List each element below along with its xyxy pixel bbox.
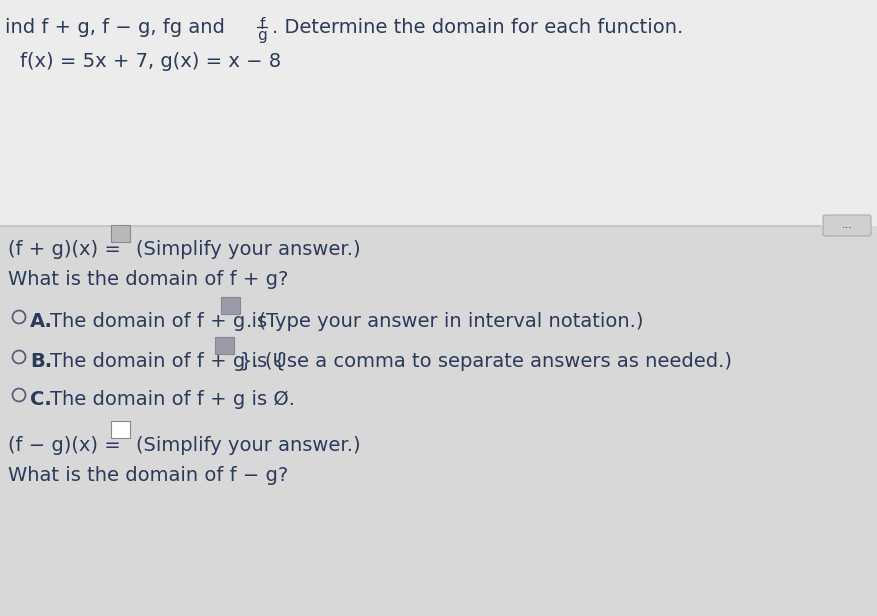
Text: (Simplify your answer.): (Simplify your answer.) [136,436,360,455]
Text: f: f [259,17,264,32]
FancyBboxPatch shape [822,215,870,236]
Text: What is the domain of f + g?: What is the domain of f + g? [8,270,288,289]
Text: The domain of f + g is {: The domain of f + g is { [50,352,285,371]
Text: (f − g)(x) =: (f − g)(x) = [8,436,121,455]
Text: . Determine the domain for each function.: . Determine the domain for each function… [272,18,682,37]
FancyBboxPatch shape [111,224,131,241]
Text: (Simplify your answer.): (Simplify your answer.) [136,240,360,259]
Text: B.: B. [30,352,52,371]
FancyBboxPatch shape [111,421,131,437]
FancyBboxPatch shape [215,336,234,354]
Text: ind f + g, f − g, fg and: ind f + g, f − g, fg and [5,18,225,37]
Text: . (Type your answer in interval notation.): . (Type your answer in interval notation… [246,312,643,331]
Text: A.: A. [30,312,53,331]
Text: g: g [257,28,267,43]
FancyBboxPatch shape [0,226,877,616]
Text: f(x) = 5x + 7, g(x) = x − 8: f(x) = 5x + 7, g(x) = x − 8 [20,52,281,71]
FancyBboxPatch shape [0,0,877,226]
Text: The domain of f + g is: The domain of f + g is [50,312,267,331]
Text: ...: ... [840,221,852,230]
Text: C.: C. [30,390,52,409]
Text: (f + g)(x) =: (f + g)(x) = [8,240,121,259]
Text: What is the domain of f − g?: What is the domain of f − g? [8,466,288,485]
Text: }. (Use a comma to separate answers as needed.): }. (Use a comma to separate answers as n… [239,352,731,371]
FancyBboxPatch shape [221,296,240,314]
Text: The domain of f + g is Ø.: The domain of f + g is Ø. [50,390,295,409]
